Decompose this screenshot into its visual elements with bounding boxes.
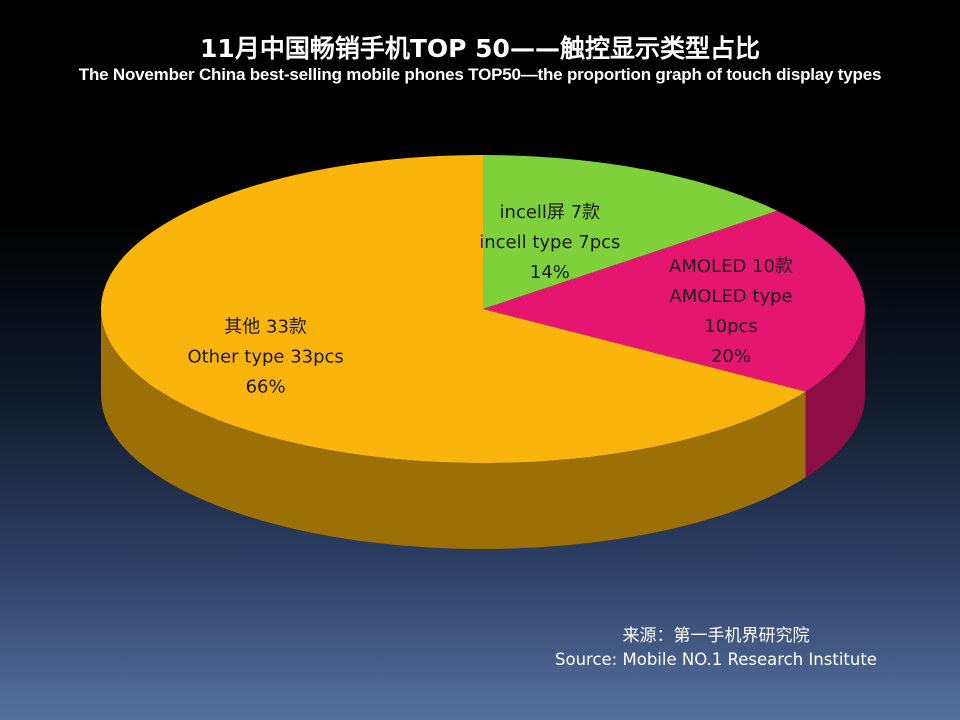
slice-label-line: 14% xyxy=(530,262,570,283)
slice-label-slice2: 其他 33款 Other type 33pcs 66% xyxy=(187,316,343,397)
chart-title-en: The November China best-selling mobile p… xyxy=(78,65,882,84)
chart-title: 11月中国畅销手机TOP 50——触控显示类型占比 The November C… xyxy=(0,34,960,86)
slice-label-line: 66% xyxy=(246,376,286,397)
slice-label-line: incell type 7pcs xyxy=(479,232,620,253)
slice-label-line: AMOLED 10款 xyxy=(669,256,793,277)
source-zh: 来源：第一手机界研究院 xyxy=(622,626,810,646)
pie-side-layer xyxy=(101,309,865,550)
slice-label-line: incell屏 7款 xyxy=(500,202,601,223)
slice-label-amoled: AMOLED 10款 AMOLED type 10pcs 20% xyxy=(669,256,793,367)
slice-label-incell: incell屏 7款 incell type 7pcs 14% xyxy=(479,202,620,283)
chart-title-zh: 11月中国畅销手机TOP 50——触控显示类型占比 xyxy=(200,34,760,63)
slice-label-line: 20% xyxy=(711,346,751,367)
pie-slice-slice2 xyxy=(101,155,806,463)
pie-label-layer: incell屏 7款 incell type 7pcs 14% AMOLED 10款 A… xyxy=(187,202,793,397)
pie-slice-incell xyxy=(483,155,778,309)
source-note: 来源：第一手机界研究院 Source: Mobile NO.1 Research… xyxy=(516,624,916,672)
slice-label-line: AMOLED type xyxy=(669,286,792,307)
slice-label-line: Other type 33pcs xyxy=(187,346,343,367)
source-en: Source: Mobile NO.1 Research Institute xyxy=(555,650,877,669)
pie-top-layer xyxy=(101,155,865,463)
slice-label-line: 其他 33款 xyxy=(224,316,307,337)
pie-slice-amoled xyxy=(483,210,865,392)
pie-side-amoled xyxy=(805,309,865,478)
pie-side-slice2 xyxy=(101,309,806,550)
slice-label-line: 10pcs xyxy=(704,316,758,337)
